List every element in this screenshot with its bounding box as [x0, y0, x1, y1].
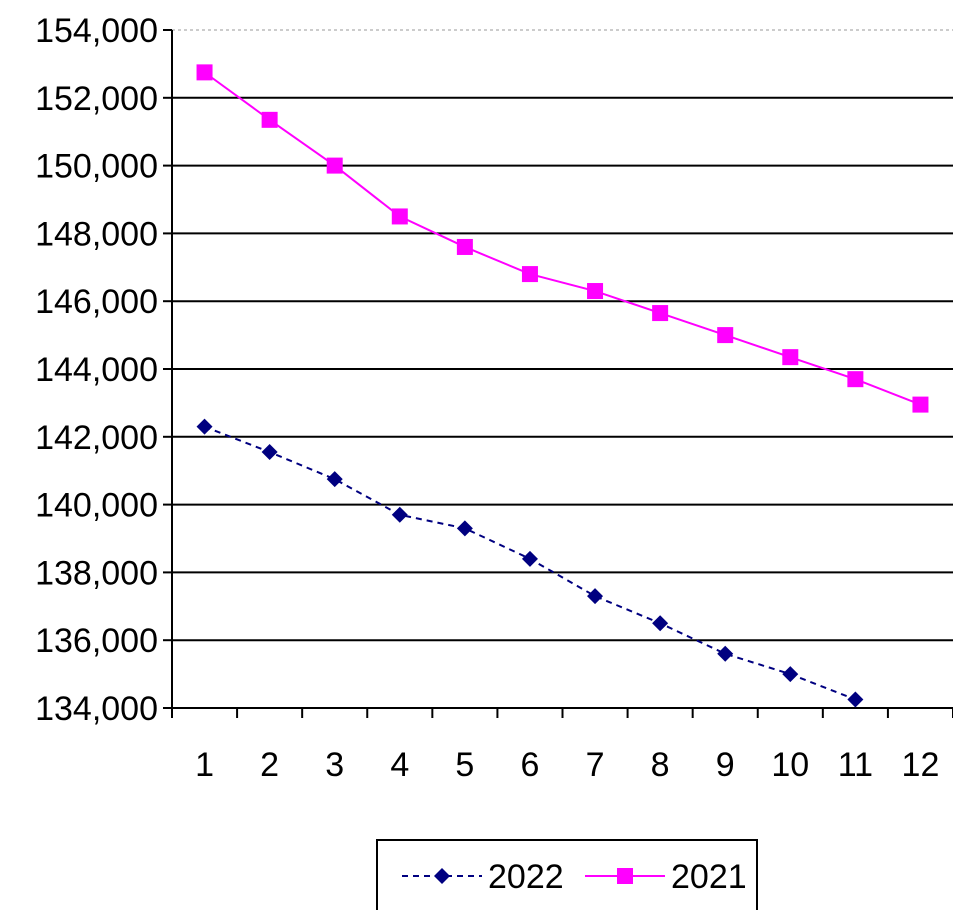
data-point-2021	[326, 157, 343, 174]
data-point-2022	[717, 645, 734, 662]
series-2022	[196, 418, 864, 708]
data-point-2021	[717, 327, 734, 344]
series-2021	[196, 64, 929, 413]
y-tick-label: 150,000	[35, 148, 158, 186]
y-tick-label: 144,000	[35, 351, 158, 389]
data-point-2022	[261, 444, 278, 461]
y-tick-label: 136,000	[35, 622, 158, 660]
x-axis-ticks: 1 2 3 4 5 6 7 8 9 10 11 12	[171, 708, 953, 784]
x-tick-label: 3	[325, 746, 344, 784]
data-point-2021	[847, 371, 864, 388]
data-point-2021	[912, 396, 929, 413]
legend-swatch-2022-marker	[434, 868, 450, 884]
x-tick-label: 9	[716, 746, 735, 784]
x-tick-label: 2	[260, 746, 279, 784]
data-point-2021	[652, 305, 669, 322]
series-layer	[196, 64, 929, 708]
y-tick-label: 154,000	[35, 12, 158, 50]
data-point-2022	[782, 666, 799, 683]
data-point-2022	[847, 691, 864, 708]
data-point-2022	[652, 615, 669, 632]
y-tick-label: 148,000	[35, 215, 158, 253]
legend: 2022 2021	[376, 839, 758, 910]
x-tick-label: 8	[651, 746, 670, 784]
x-tick-label: 6	[520, 746, 539, 784]
data-point-2022	[326, 471, 343, 488]
y-tick-label: 138,000	[35, 554, 158, 592]
data-point-2021	[391, 208, 408, 225]
y-tick-label: 152,000	[35, 80, 158, 118]
data-point-2021	[196, 64, 213, 81]
data-point-2021	[587, 283, 604, 300]
x-tick-label: 11	[838, 746, 873, 784]
legend-entry-2021: 2021	[585, 858, 747, 896]
data-point-2021	[521, 266, 538, 283]
data-point-2021	[782, 349, 799, 366]
series-line-2021	[203, 71, 921, 406]
data-point-2022	[521, 550, 538, 567]
y-tick-label: 142,000	[35, 419, 158, 457]
x-tick-label: 4	[390, 746, 409, 784]
y-tick-label: 134,000	[35, 690, 158, 728]
data-point-2021	[456, 238, 473, 255]
data-point-2022	[587, 588, 604, 605]
y-tick-label: 140,000	[35, 487, 158, 525]
x-tick-label: 5	[455, 746, 474, 784]
legend-label-2022: 2022	[488, 858, 564, 896]
legend-entry-2022: 2022	[402, 858, 564, 896]
x-tick-label: 7	[586, 746, 605, 784]
data-point-2022	[456, 520, 473, 537]
y-tick-label: 146,000	[35, 283, 158, 321]
data-point-2021	[261, 111, 278, 128]
x-tick-label: 10	[771, 746, 809, 784]
legend-label-2021: 2021	[671, 858, 747, 896]
x-tick-label: 12	[902, 746, 940, 784]
x-tick-label: 1	[195, 746, 214, 784]
grid-lines	[172, 29, 953, 642]
legend-swatch-2021-marker	[617, 868, 633, 884]
data-point-2022	[391, 506, 408, 523]
y-axis-ticks: 154,000 152,000 150,000 148,000 146,000 144,0…	[35, 12, 172, 728]
data-point-2022	[196, 418, 213, 435]
